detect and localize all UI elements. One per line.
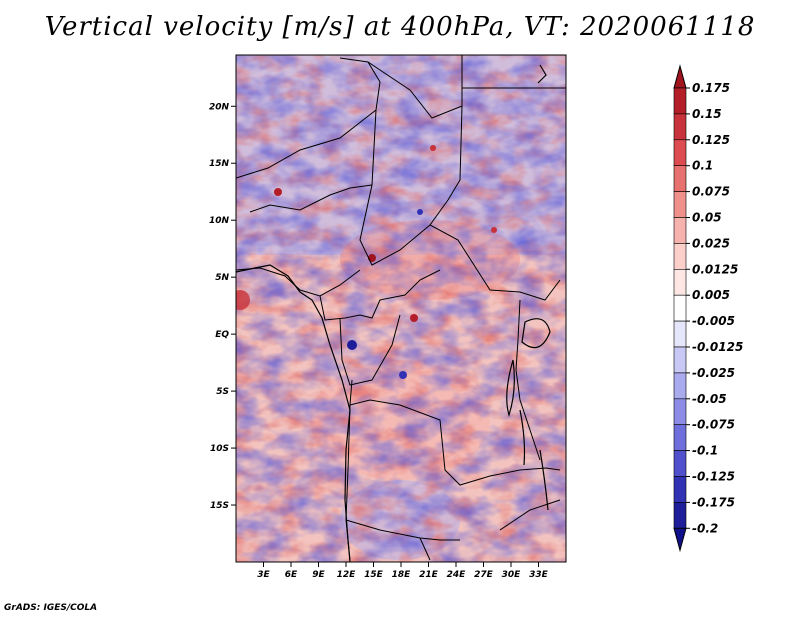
legend-swatch [673,476,687,503]
legend-swatch [673,64,687,89]
y-tick-label: 20N [209,102,230,112]
legend-swatch [673,268,687,296]
legend-label: -0.025 [692,366,735,380]
legend-swatch [673,165,687,192]
legend-label: -0.125 [692,470,735,484]
legend-label: -0.2 [692,521,718,535]
legend-swatch [673,398,687,425]
y-tick-label: 5S [216,387,229,397]
x-tick-label: 24E [447,570,467,580]
x-tick-label: 27E [474,570,494,580]
legend-label: 0.0125 [692,262,738,276]
legend-swatch [673,372,687,400]
legend-swatch [673,346,687,374]
legend-swatch [673,87,687,115]
legend-label: 0.175 [692,81,730,95]
legend-label: 0.125 [692,133,730,147]
x-tick-label: 15E [364,570,384,580]
velocity-field [236,55,566,562]
x-tick-label: 21E [419,570,439,580]
legend-label: -0.1 [692,444,718,458]
y-tick-label: EQ [215,330,229,340]
y-tick-label: 15S [210,501,229,511]
legend-label: 0.025 [692,236,730,250]
legend-swatch [673,294,687,322]
x-tick-label: 3E [257,570,270,580]
legend-swatch [673,139,687,167]
x-tick-label: 12E [337,570,357,580]
legend-swatch [673,217,687,244]
chart-title: Vertical velocity [m/s] at 400hPa, VT: 2… [44,12,756,42]
legend-swatch [673,450,687,477]
x-tick-label: 33E [529,570,549,580]
legend-swatch [673,243,687,270]
legend-label: -0.075 [692,418,735,432]
x-tick-label: 18E [392,570,412,580]
legend-label: 0.1 [692,159,713,173]
legend-label: 0.075 [692,185,730,199]
y-axis: 20N 15N 10N 5N EQ 5S 10S 15S [209,102,236,511]
legend-label: -0.005 [692,314,735,328]
legend-swatch [673,191,687,218]
x-tick-label: 9E [312,570,325,580]
x-tick-label: 30E [502,570,522,580]
y-tick-label: 10S [210,444,229,454]
y-tick-label: 15N [209,159,230,169]
legend-swatch [673,320,687,348]
y-tick-label: 10N [209,216,230,226]
legend-label: -0.05 [692,392,727,406]
x-axis: 3E 6E 9E 12E 15E 18E 21E 24E 27E 30E 33E [257,562,549,580]
x-tick-label: 6E [285,570,298,580]
legend-swatch [673,424,687,451]
legend-label: 0.005 [692,288,730,302]
legend-swatch [673,502,687,529]
y-tick-label: 5N [215,273,229,283]
legend-label: -0.175 [692,495,735,509]
legend-label: 0.05 [692,211,722,225]
legend-label: -0.0125 [692,340,743,354]
legend-swatch [673,527,687,553]
legend-label: 0.15 [692,107,722,121]
footer-credit: GrADS: IGES/COLA [4,603,98,613]
legend-swatch [673,113,687,141]
color-legend: 0.175 0.15 0.125 0.1 0.075 0.05 0.025 0.0125 0.0… [673,64,743,553]
